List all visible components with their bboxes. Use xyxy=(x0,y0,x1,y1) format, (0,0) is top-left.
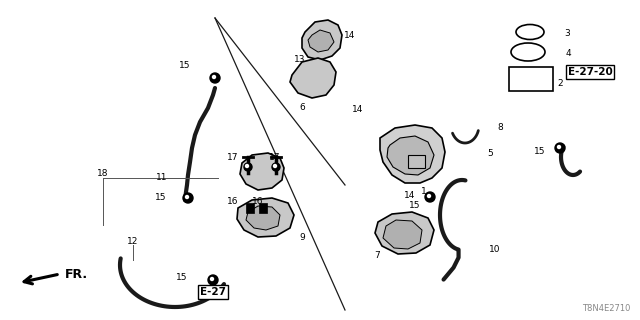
Text: 8: 8 xyxy=(497,123,503,132)
Polygon shape xyxy=(408,155,425,168)
Circle shape xyxy=(246,164,248,167)
Text: 14: 14 xyxy=(404,190,416,199)
Text: 18: 18 xyxy=(97,169,109,178)
Circle shape xyxy=(425,192,435,202)
Text: 16: 16 xyxy=(227,197,239,206)
Text: 5: 5 xyxy=(487,148,493,157)
Circle shape xyxy=(211,277,214,281)
Text: 16: 16 xyxy=(252,197,264,206)
Text: FR.: FR. xyxy=(65,268,88,281)
Text: 17: 17 xyxy=(227,154,239,163)
Text: 15: 15 xyxy=(156,194,167,203)
Circle shape xyxy=(212,76,216,78)
Text: 3: 3 xyxy=(564,29,570,38)
Polygon shape xyxy=(375,212,434,254)
Text: 15: 15 xyxy=(409,201,420,210)
Text: 12: 12 xyxy=(127,236,139,245)
Bar xyxy=(259,203,267,213)
Polygon shape xyxy=(387,136,434,175)
Circle shape xyxy=(244,163,252,171)
Text: 13: 13 xyxy=(294,55,306,65)
Polygon shape xyxy=(302,20,342,60)
Text: 15: 15 xyxy=(534,148,546,156)
Text: 7: 7 xyxy=(374,251,380,260)
Text: 14: 14 xyxy=(352,106,364,115)
Circle shape xyxy=(273,164,276,167)
Polygon shape xyxy=(380,125,445,183)
Polygon shape xyxy=(308,30,334,52)
Text: 2: 2 xyxy=(557,78,563,87)
Text: 17: 17 xyxy=(269,154,281,163)
Text: 9: 9 xyxy=(299,233,305,242)
Polygon shape xyxy=(246,206,280,230)
Circle shape xyxy=(557,146,561,148)
Text: 4: 4 xyxy=(565,49,571,58)
Polygon shape xyxy=(240,153,284,190)
Text: 15: 15 xyxy=(179,60,191,69)
Circle shape xyxy=(186,196,189,198)
Circle shape xyxy=(210,73,220,83)
FancyBboxPatch shape xyxy=(509,67,553,91)
Text: E-27-20: E-27-20 xyxy=(568,67,612,77)
Text: 11: 11 xyxy=(156,173,168,182)
Text: T8N4E2710: T8N4E2710 xyxy=(582,304,630,313)
Text: 14: 14 xyxy=(344,30,356,39)
Text: 1: 1 xyxy=(421,188,427,196)
Text: 15: 15 xyxy=(176,274,188,283)
Bar xyxy=(246,203,254,213)
Text: 6: 6 xyxy=(299,103,305,113)
Polygon shape xyxy=(383,220,422,249)
Circle shape xyxy=(428,195,431,197)
Text: E-27: E-27 xyxy=(200,287,226,297)
Circle shape xyxy=(208,275,218,285)
Text: 10: 10 xyxy=(489,245,500,254)
Polygon shape xyxy=(290,58,336,98)
Circle shape xyxy=(183,193,193,203)
Circle shape xyxy=(555,143,565,153)
Circle shape xyxy=(272,163,280,171)
Polygon shape xyxy=(237,198,294,237)
